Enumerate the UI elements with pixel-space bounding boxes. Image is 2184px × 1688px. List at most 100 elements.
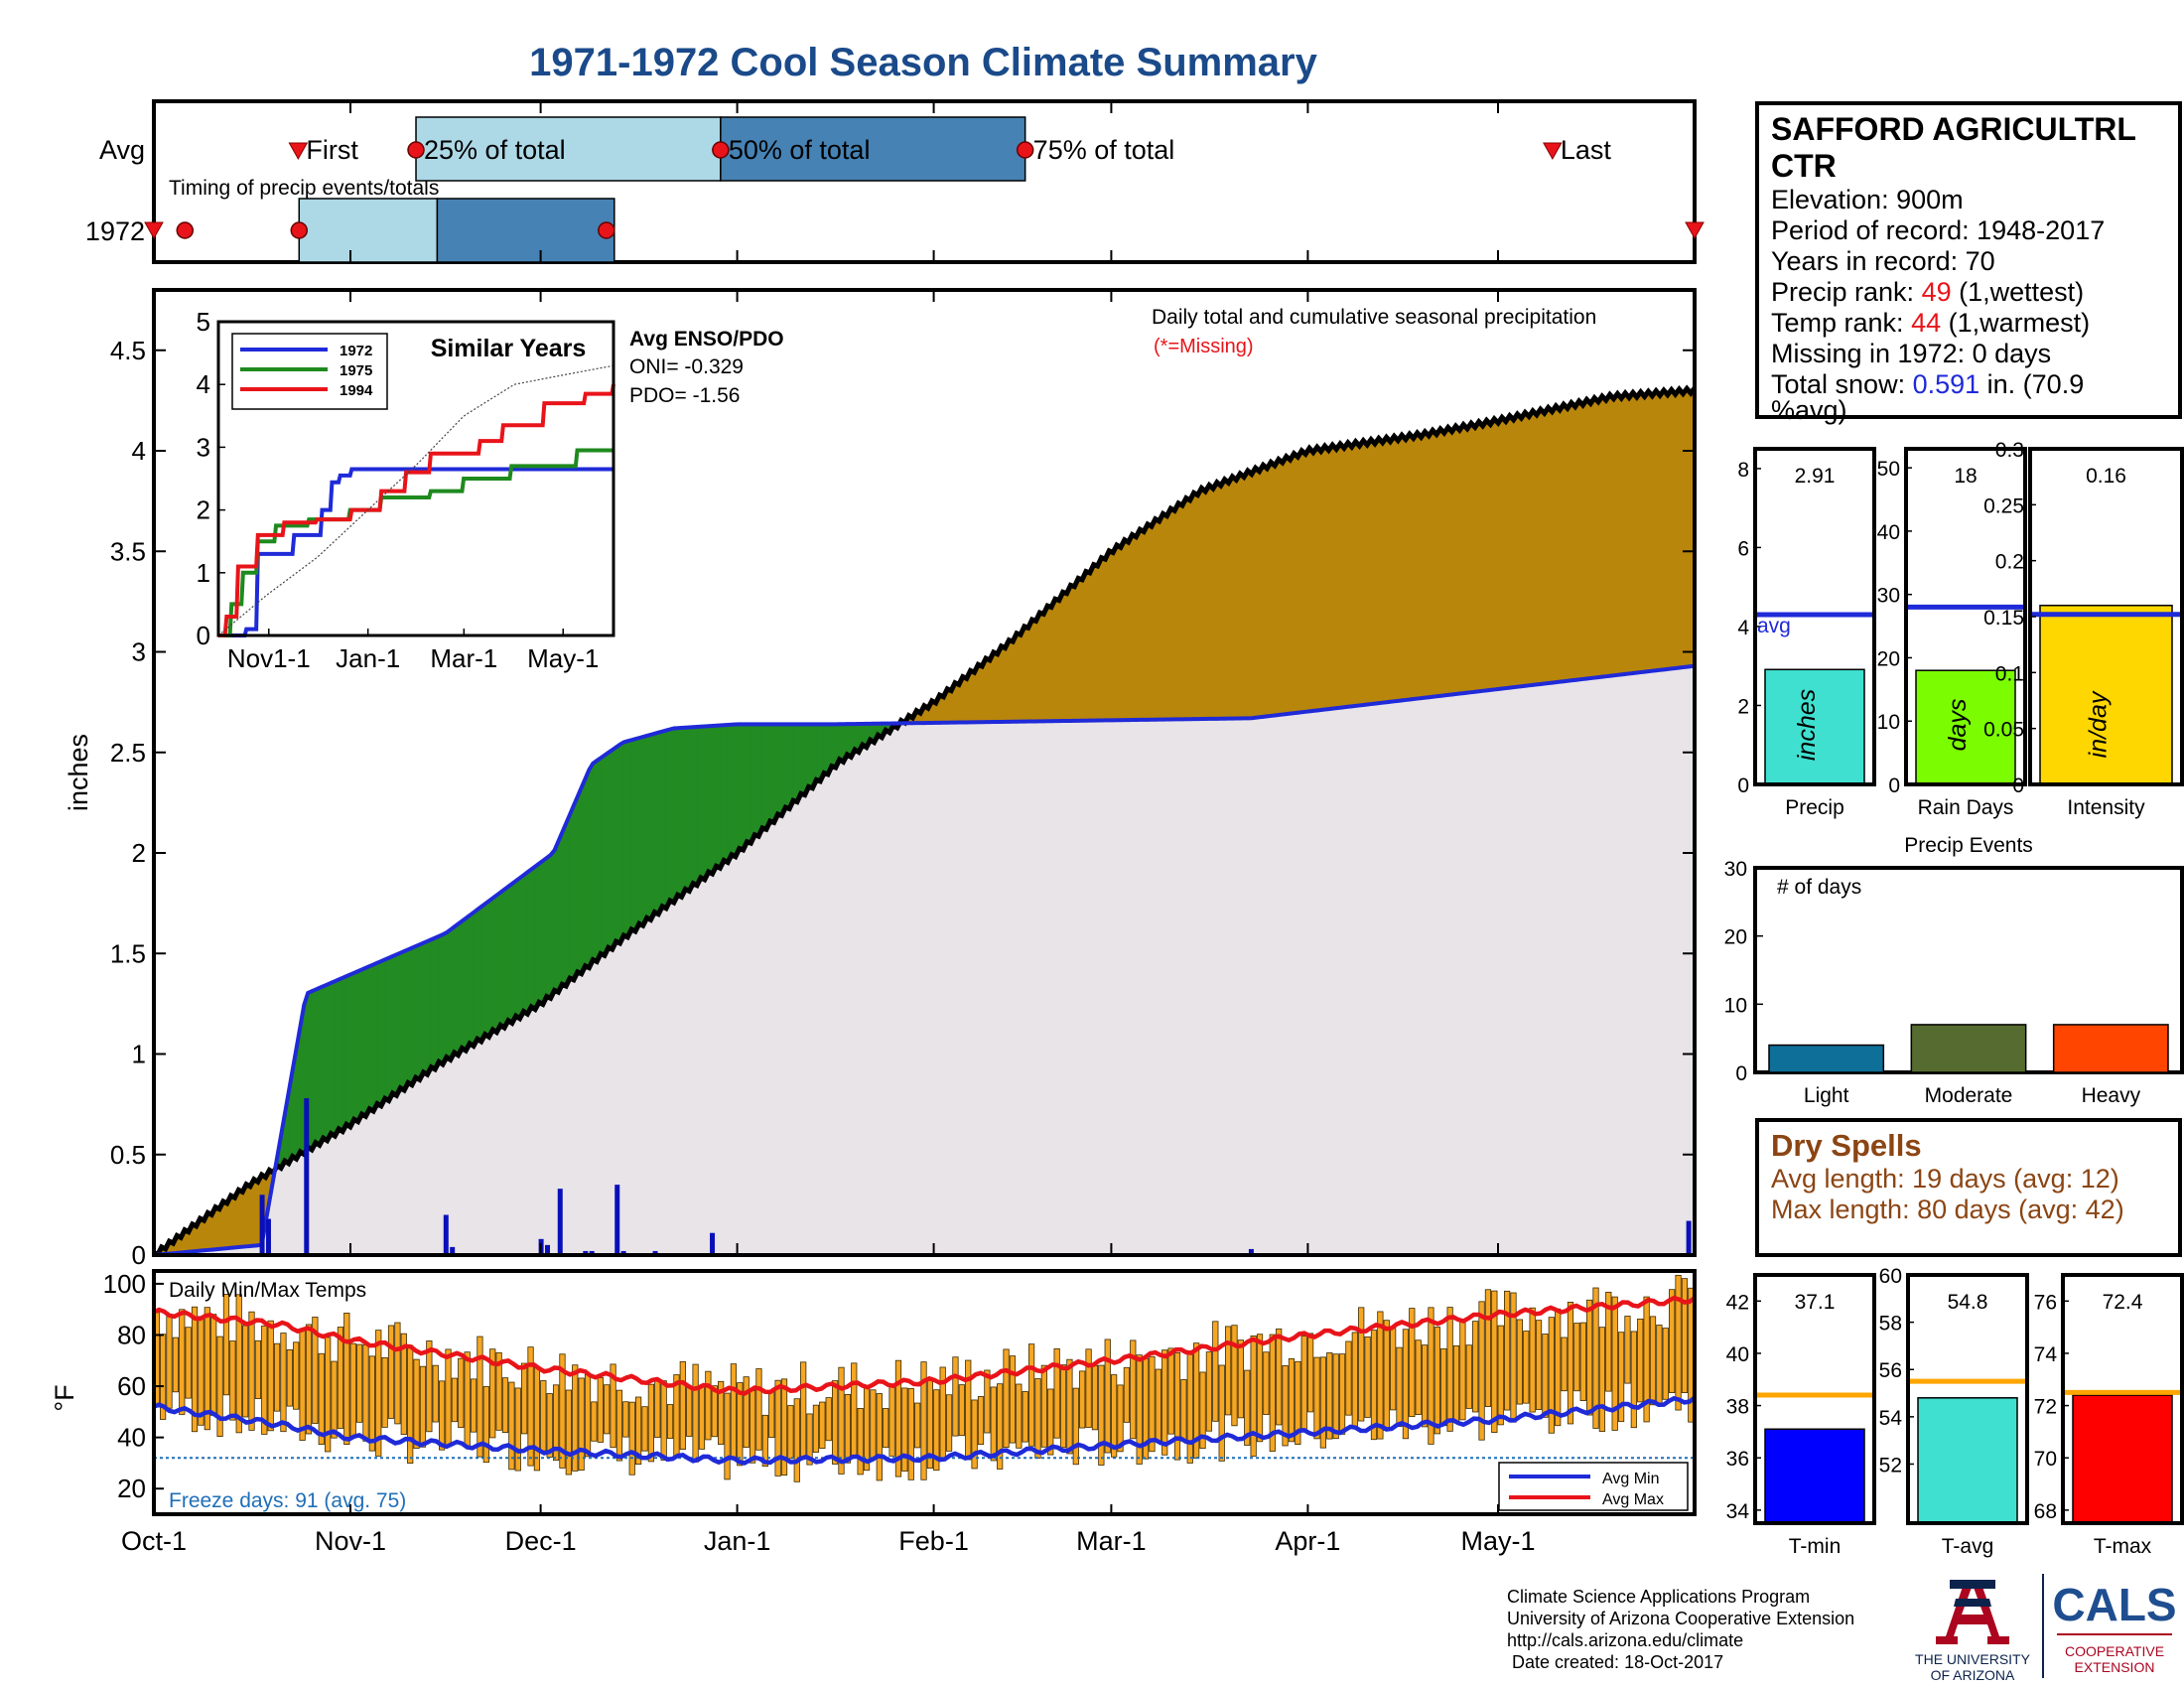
temp-bar [1288,1358,1296,1443]
precip-ytick: 4 [132,436,146,466]
events-ytick: 10 [1724,994,1747,1017]
stat-ytick: 0.3 [1995,439,2024,462]
temp-bar [204,1307,210,1431]
stat-panel-intensity: 0 0.05 0.1 0.15 0.2 0.25 0.3 0.16 Intensity in/da… [1983,439,2184,819]
temp-bar [1136,1354,1143,1465]
inset-legend-1975: 1975 [340,362,372,379]
temp-bar [1428,1307,1434,1445]
temp-bar [1433,1327,1440,1435]
temp-bar [387,1325,395,1419]
university-of-arizona-logo: THE UNIVERSITY OF ARIZONA [1915,1580,2031,1683]
daily-precip-bar [589,1250,595,1255]
dry-spells-max: Max length: 80 days (avg: 42) [1771,1195,2124,1224]
temp-bar [1307,1333,1314,1413]
temp-bar [400,1333,407,1435]
daily-precip-bar [259,1195,265,1255]
temp-bar [1244,1369,1251,1446]
snow-value: 0.591 [1912,369,1980,399]
daily-precip-bar [652,1250,658,1255]
temp-bar [293,1341,300,1410]
timing-p75-label: 75% of total [1033,135,1175,165]
temp-bar [1390,1328,1397,1411]
temp-bar [1592,1287,1599,1429]
temp-bar [1059,1364,1067,1449]
temp-bar [730,1363,738,1459]
stat-ytick: 0 [1737,774,1749,797]
temp-bar [1319,1356,1327,1449]
timing-first-label: First [306,135,358,165]
temp-bar [673,1374,680,1458]
temp-bar [831,1380,839,1465]
temps-ytick: 60 [117,1371,146,1401]
temp-bar [426,1340,433,1433]
temp-bar [749,1390,756,1464]
temp-bar [432,1364,439,1423]
stat-ytick: 0.1 [1995,662,2024,685]
temp-bar [591,1401,598,1442]
temp-bar [1269,1334,1276,1452]
temp-bar [1212,1321,1219,1422]
stat-bar [2072,1394,2173,1524]
temp-bar [907,1388,914,1480]
cals-logo-text: CALS [2052,1579,2176,1630]
temp-bar [216,1336,223,1437]
daily-precip-bar [614,1185,620,1255]
temp-bar [1598,1327,1606,1432]
daily-precip-bar [557,1189,563,1255]
freeze-days: Freeze days: 91 (avg. 75) [169,1489,406,1512]
temp-bar [172,1336,179,1393]
temp-bar [1561,1336,1568,1392]
temp-bar [355,1343,363,1423]
stat-value: 54.8 [1948,1291,1988,1314]
temp-bar [1523,1331,1530,1404]
inset-ytick: 2 [197,495,210,525]
stat-ytick: 40 [1877,521,1900,544]
stat-label: T-avg [1942,1535,1994,1558]
temp-bar [559,1353,566,1469]
temp-bar [419,1365,427,1448]
temp-bar [1022,1391,1028,1443]
precip-rank-prefix: Precip rank: [1771,277,1922,307]
temp-bar [229,1340,236,1421]
temp-bar [901,1387,908,1472]
stat-ytick: 68 [2034,1500,2057,1523]
temp-bar [800,1361,807,1460]
temp-bar [1364,1336,1371,1418]
y1972-first-marker [144,221,164,240]
precip-rank-value: 49 [1921,277,1952,307]
dry-spells-title: Dry Spells [1771,1128,1922,1163]
temp-bar [1370,1330,1378,1441]
temp-bar [838,1366,845,1475]
temp-bar [482,1386,489,1464]
temp-bar [1675,1274,1682,1411]
events-ytick: 20 [1724,926,1747,949]
temp-bar [1218,1364,1225,1462]
temp-bar [248,1311,255,1431]
temp-bar [1180,1379,1187,1442]
stat-ytick: 0 [2012,774,2024,797]
temp-bar [1066,1358,1073,1455]
temp-bar [578,1377,585,1472]
temp-bar [597,1377,604,1443]
temp-bar [179,1309,186,1415]
temp-bar [945,1394,953,1452]
temp-bar [1072,1387,1079,1466]
temp-bar [1098,1364,1105,1466]
temp-bar [1535,1320,1543,1410]
missing-note: (*=Missing) [1154,336,1254,357]
temp-bar [273,1342,281,1412]
y1972-band-50-75 [436,198,615,263]
precip-events-panel: Precip Events # of days 0 10 20 30 Light Modera… [1724,834,2184,1107]
temp-bar [1396,1346,1403,1428]
temp-bar [933,1389,940,1472]
temp-bar [679,1361,686,1450]
temp-bar [888,1385,895,1457]
temp-bar [1034,1378,1041,1459]
stat-ytick: 52 [1879,1454,1902,1477]
temp-bar [1656,1325,1663,1404]
station-period: Period of record: 1948-2017 [1771,215,2106,245]
month-tick: Mar-1 [1076,1526,1147,1556]
temp-bar [615,1389,623,1462]
temp-bar [851,1362,858,1457]
